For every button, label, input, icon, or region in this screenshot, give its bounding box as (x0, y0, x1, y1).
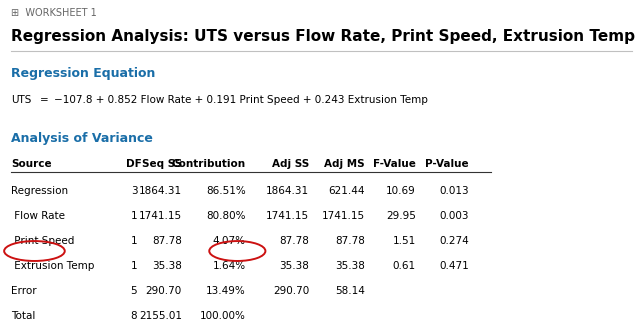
Text: 0.013: 0.013 (440, 186, 469, 196)
Text: 29.95: 29.95 (386, 211, 416, 221)
Text: 10.69: 10.69 (386, 186, 416, 196)
Text: 1741.15: 1741.15 (138, 211, 182, 221)
Text: Print Speed: Print Speed (11, 236, 75, 246)
Text: 1864.31: 1864.31 (138, 186, 182, 196)
Text: 4.07%: 4.07% (212, 236, 246, 246)
Text: 1741.15: 1741.15 (266, 211, 309, 221)
Text: 1: 1 (131, 236, 137, 246)
Text: 0.471: 0.471 (439, 261, 469, 271)
Text: 290.70: 290.70 (273, 286, 309, 296)
Text: Flow Rate: Flow Rate (11, 211, 66, 221)
Text: 1.51: 1.51 (393, 236, 416, 246)
Text: Error: Error (11, 286, 37, 296)
Text: Regression Analysis: UTS versus Flow Rate, Print Speed, Extrusion Temp: Regression Analysis: UTS versus Flow Rat… (11, 29, 635, 44)
Text: 35.38: 35.38 (335, 261, 365, 271)
Text: Contribution: Contribution (172, 159, 246, 169)
Text: −107.8 + 0.852 Flow Rate + 0.191 Print Speed + 0.243 Extrusion Temp: −107.8 + 0.852 Flow Rate + 0.191 Print S… (54, 95, 428, 105)
Text: Seq SS: Seq SS (142, 159, 182, 169)
Text: 86.51%: 86.51% (206, 186, 246, 196)
Text: 3: 3 (131, 186, 137, 196)
Text: 0.274: 0.274 (439, 236, 469, 246)
Text: F-Value: F-Value (373, 159, 416, 169)
Text: Total: Total (11, 311, 36, 321)
Text: 100.00%: 100.00% (200, 311, 246, 321)
Text: 0.003: 0.003 (440, 211, 469, 221)
Text: 13.49%: 13.49% (206, 286, 246, 296)
Text: 1: 1 (131, 211, 137, 221)
Text: Analysis of Variance: Analysis of Variance (11, 132, 153, 144)
Text: 87.78: 87.78 (152, 236, 182, 246)
Text: Adj SS: Adj SS (272, 159, 309, 169)
Text: 87.78: 87.78 (335, 236, 365, 246)
Text: 87.78: 87.78 (279, 236, 309, 246)
Text: Source: Source (11, 159, 52, 169)
Text: 2155.01: 2155.01 (139, 311, 182, 321)
Text: 0.61: 0.61 (393, 261, 416, 271)
Text: Adj MS: Adj MS (324, 159, 365, 169)
Text: =: = (40, 95, 48, 105)
Text: ⊞  WORKSHEET 1: ⊞ WORKSHEET 1 (11, 8, 97, 18)
Text: 290.70: 290.70 (145, 286, 182, 296)
Text: 1741.15: 1741.15 (322, 211, 365, 221)
Text: 8: 8 (131, 311, 137, 321)
Text: 35.38: 35.38 (152, 261, 182, 271)
Text: 58.14: 58.14 (335, 286, 365, 296)
Text: 35.38: 35.38 (279, 261, 309, 271)
Text: P-Value: P-Value (426, 159, 469, 169)
Text: UTS: UTS (11, 95, 32, 105)
Text: DF: DF (126, 159, 142, 169)
Text: 1864.31: 1864.31 (266, 186, 309, 196)
Text: Extrusion Temp: Extrusion Temp (11, 261, 95, 271)
Text: 5: 5 (131, 286, 137, 296)
Text: 1: 1 (131, 261, 137, 271)
Text: Regression: Regression (11, 186, 69, 196)
Text: Regression Equation: Regression Equation (11, 67, 156, 80)
Text: 621.44: 621.44 (329, 186, 365, 196)
Text: 80.80%: 80.80% (206, 211, 246, 221)
Text: 1.64%: 1.64% (212, 261, 246, 271)
